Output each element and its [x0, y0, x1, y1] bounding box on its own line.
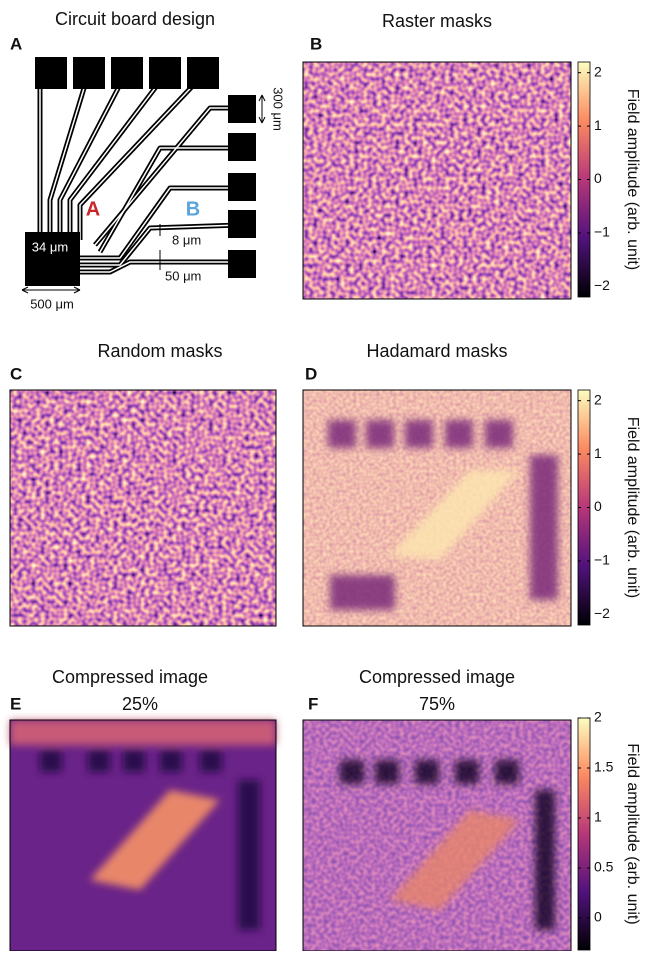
colorbar-tick-label: 0 — [594, 498, 602, 514]
colorbar-tick-label: 1 — [594, 809, 602, 825]
frame — [302, 61, 572, 300]
colorbar-tick-label: 0.5 — [594, 859, 614, 875]
panel-letter: C — [10, 364, 22, 383]
heatmap — [303, 62, 571, 299]
panel-title: Hadamard masks — [366, 341, 507, 361]
colorbar-tick-label: 1 — [594, 117, 602, 133]
colorbar-tick-label: −1 — [594, 552, 610, 568]
colorbar — [577, 717, 591, 951]
panel-title: Circuit board design — [55, 9, 215, 29]
colorbar-tick-label: −1 — [594, 224, 610, 240]
panel-letter: F — [308, 694, 318, 713]
colorbar-tick-label: 1.5 — [594, 759, 614, 775]
region-label: A — [86, 198, 100, 220]
panel-title: Random masks — [97, 341, 222, 361]
frame — [302, 389, 572, 627]
panel-subtitle: 25% — [122, 694, 158, 714]
colorbar-tick-label: 2 — [594, 63, 602, 79]
heatmap-structure — [328, 420, 558, 610]
colorbars: −2 −1 0 1 2 Field amplitude (arb. unit) −2 −1 0 1… — [577, 61, 641, 951]
heatmap-structure — [340, 760, 555, 930]
panel-title: Compressed image — [52, 667, 208, 687]
colorbar-label: Field amplitude (arb. unit) — [624, 417, 641, 598]
panel-title: Compressed image — [359, 667, 515, 687]
frame — [9, 389, 277, 627]
panel-letter: A — [10, 34, 22, 53]
panel-letter: D — [305, 364, 317, 383]
heatmap — [303, 720, 571, 951]
colorbar-tick-label: 1 — [594, 445, 602, 461]
colorbar-tick-label: 0 — [594, 170, 602, 186]
panel-letter: B — [310, 34, 322, 53]
colorbar-label: Field amplitude (arb. unit) — [624, 89, 641, 270]
colorbar-label: Field amplitude (arb. unit) — [624, 743, 641, 924]
dimension-label: 8 μm — [172, 232, 201, 247]
panel-title: Raster masks — [382, 11, 492, 31]
circuit-drawing — [21, 57, 266, 294]
colorbar-tick-label: 0 — [594, 909, 602, 925]
colorbar-tick-label: 2 — [594, 709, 602, 725]
heatmap-structure — [10, 720, 276, 930]
heatmap — [10, 390, 276, 626]
colorbar-tick-label: −2 — [594, 277, 610, 293]
colorbar-tick-label: 2 — [594, 391, 602, 407]
dimension-label: 50 μm — [165, 268, 201, 283]
panel-letter: E — [10, 694, 21, 713]
dimension-label: 300 μm — [271, 87, 286, 131]
colorbar-tick-label: −2 — [594, 605, 610, 621]
region-label: B — [186, 198, 200, 220]
dimension-label: 500 μm — [30, 296, 74, 311]
dimension-label: 34 μm — [32, 239, 68, 254]
panel-subtitle: 75% — [419, 694, 455, 714]
